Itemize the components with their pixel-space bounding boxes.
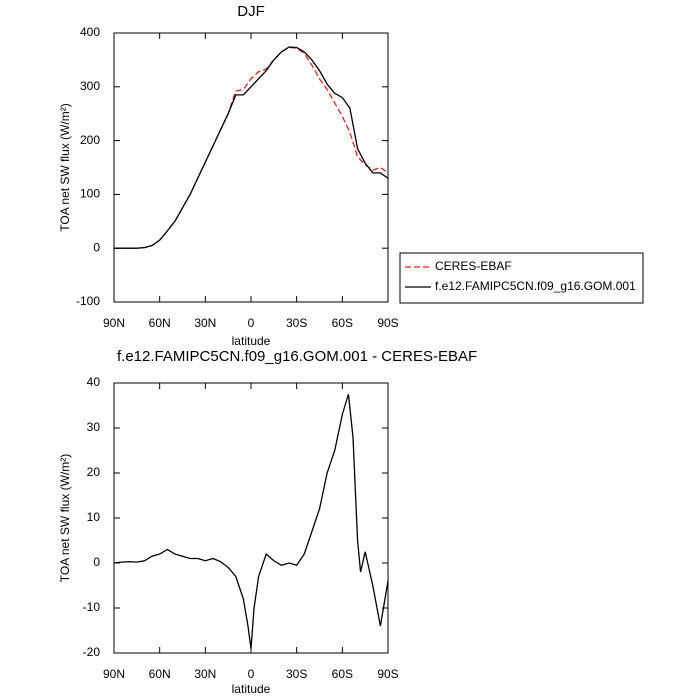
y-tick-label: 0	[93, 240, 100, 254]
x-axis-label: latitude	[232, 334, 271, 348]
x-tick-label: 60S	[332, 316, 353, 330]
y-tick-label: -20	[83, 645, 101, 659]
legend-label: f.e12.FAMIPC5CN.f09_g16.GOM.001	[435, 279, 636, 293]
y-tick-label: 200	[80, 133, 100, 147]
x-tick-label: 60N	[149, 667, 171, 681]
data-line	[113, 394, 389, 649]
y-axis-label: TOA net SW flux (W/m²)	[58, 454, 72, 582]
x-tick-label: 90S	[377, 316, 398, 330]
x-tick-label: 0	[248, 667, 255, 681]
y-tick-label: 20	[87, 465, 101, 479]
y-tick-label: 100	[80, 187, 100, 201]
y-tick-label: 0	[93, 555, 100, 569]
x-tick-label: 30N	[194, 316, 216, 330]
y-tick-label: 300	[80, 79, 100, 93]
plot-frame	[113, 382, 389, 654]
chart-title: DJF	[237, 3, 265, 20]
x-tick-label: 90S	[377, 667, 398, 681]
y-tick-label: 400	[80, 25, 100, 39]
legend-box	[399, 252, 644, 304]
data-line	[114, 46, 389, 249]
data-line	[114, 46, 389, 249]
y-tick-label: 40	[87, 375, 101, 389]
y-axis-label: TOA net SW flux (W/m²)	[58, 103, 72, 231]
x-tick-label: 90N	[103, 316, 125, 330]
x-axis-label: latitude	[232, 682, 271, 696]
x-tick-label: 30N	[194, 667, 216, 681]
y-tick-label: 10	[87, 510, 101, 524]
y-tick-label: -100	[76, 294, 100, 308]
x-tick-label: 0	[248, 316, 255, 330]
x-tick-label: 90N	[103, 667, 125, 681]
x-tick-label: 60N	[149, 316, 171, 330]
x-tick-label: 30S	[286, 667, 307, 681]
x-tick-label: 30S	[286, 316, 307, 330]
chart-title: f.e12.FAMIPC5CN.f09_g16.GOM.001 - CERES-…	[117, 348, 477, 365]
y-tick-label: -10	[83, 600, 101, 614]
legend-label: CERES-EBAF	[435, 259, 512, 273]
x-tick-label: 60S	[332, 667, 353, 681]
y-tick-label: 30	[87, 420, 101, 434]
plot-frame	[113, 32, 389, 303]
